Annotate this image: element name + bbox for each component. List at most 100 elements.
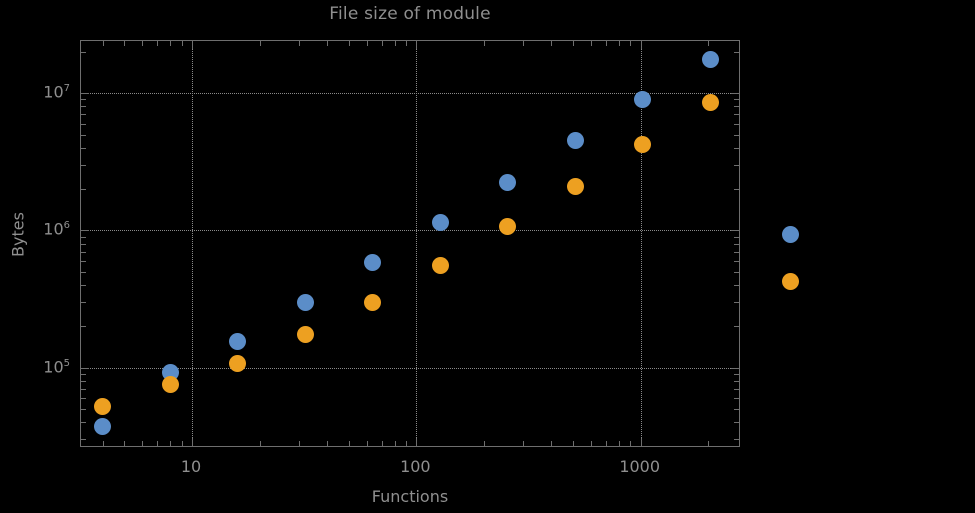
data-point (94, 418, 112, 436)
data-point (364, 254, 382, 272)
data-point (702, 51, 720, 69)
legend-marker-blue[interactable] (782, 226, 799, 243)
y-tick-minor (81, 422, 86, 424)
y-tick-exponent: 5 (63, 357, 70, 369)
y-tick-minor (81, 251, 86, 253)
x-tick-minor-top (523, 41, 525, 46)
y-tick-minor-right (734, 302, 739, 304)
x-tick-minor (406, 441, 408, 446)
data-point (499, 173, 517, 191)
x-tick-minor (102, 441, 104, 446)
x-tick-minor (523, 441, 525, 446)
y-tick-minor-right (734, 388, 739, 390)
y-tick-minor (81, 134, 86, 136)
y-tick-minor-right (734, 422, 739, 424)
x-axis-label: Functions (371, 487, 449, 506)
y-tick-minor (81, 326, 86, 328)
x-tick-minor-top (590, 41, 592, 46)
x-gridline (416, 41, 418, 446)
data-point (296, 325, 314, 343)
y-tick-minor-right (734, 398, 739, 400)
x-tick-minor (573, 441, 575, 446)
x-tick-minor-top (605, 41, 607, 46)
y-tick-minor-right (734, 236, 739, 238)
x-tick-minor-top (142, 41, 144, 46)
x-tick-minor (142, 441, 144, 446)
y-tick-major (81, 93, 89, 95)
x-tick-minor (170, 441, 172, 446)
data-point (702, 94, 720, 112)
x-tick-minor-top (366, 41, 368, 46)
x-tick-major (416, 438, 418, 446)
y-tick-minor-right (734, 243, 739, 245)
y-tick-minor (81, 189, 86, 191)
y-tick-major (81, 230, 89, 232)
y-tick-minor (81, 164, 86, 166)
x-tick-minor-top (381, 41, 383, 46)
y-tick-minor (81, 114, 86, 116)
x-tick-major-top (192, 41, 193, 49)
y-tick-minor-right (734, 373, 739, 375)
y-tick-minor-right (734, 381, 739, 382)
data-point (229, 333, 247, 351)
x-tick-minor-top (573, 41, 575, 46)
y-tick-major-right (731, 230, 739, 232)
legend-marker-orange[interactable] (782, 273, 799, 290)
data-point (499, 218, 517, 236)
y-tick-minor-right (734, 409, 739, 411)
x-tick-major-top (416, 41, 418, 49)
y-tick-minor-right (734, 51, 739, 53)
plot-area (80, 40, 740, 447)
x-tick-minor (708, 441, 710, 446)
data-point (566, 132, 584, 150)
x-tick-minor (299, 441, 301, 446)
x-tick-minor (381, 441, 383, 446)
y-tick-minor-right (734, 106, 739, 108)
y-tick-mantissa: 10 (43, 219, 64, 239)
y-tick-minor-right (734, 439, 739, 441)
x-tick-minor (124, 441, 126, 446)
x-gridline (192, 41, 193, 446)
y-tick-minor-right (734, 251, 739, 253)
x-tick-minor-top (630, 41, 632, 46)
x-tick-minor (618, 441, 620, 446)
y-tick-minor (81, 439, 86, 441)
x-tick-label: 100 (400, 457, 431, 476)
y-tick-label: 105 (18, 357, 70, 376)
y-tick-minor (81, 236, 86, 238)
y-tick-major-right (731, 367, 739, 369)
y-tick-exponent: 6 (63, 220, 70, 232)
y-tick-minor (81, 285, 86, 287)
data-point (229, 355, 247, 373)
x-tick-minor (605, 441, 607, 446)
y-tick-minor (81, 123, 86, 125)
y-tick-minor-right (734, 114, 739, 116)
y-tick-minor (81, 51, 86, 53)
x-tick-minor (630, 441, 632, 446)
x-tick-major (640, 438, 642, 446)
y-tick-mantissa: 10 (43, 82, 64, 102)
y-tick-major-right (731, 93, 739, 95)
y-tick-major (81, 367, 89, 369)
x-tick-minor-top (551, 41, 553, 46)
x-tick-minor (366, 441, 368, 446)
y-tick-minor (81, 398, 86, 400)
x-tick-minor-top (618, 41, 620, 46)
x-tick-minor (590, 441, 592, 446)
y-tick-label: 107 (18, 83, 70, 102)
y-tick-minor-right (734, 134, 739, 136)
y-tick-minor-right (734, 164, 739, 166)
x-tick-label: 1000 (619, 457, 661, 476)
data-point (161, 375, 179, 393)
y-tick-minor (81, 388, 86, 390)
x-gridline (640, 41, 642, 446)
x-tick-minor (483, 441, 485, 446)
y-tick-minor (81, 302, 86, 304)
data-point (364, 293, 382, 311)
data-point (634, 90, 652, 108)
y-tick-minor (81, 99, 86, 101)
x-tick-minor-top (170, 41, 172, 46)
x-tick-minor (181, 441, 183, 446)
y-axis-label: Bytes (8, 212, 28, 257)
